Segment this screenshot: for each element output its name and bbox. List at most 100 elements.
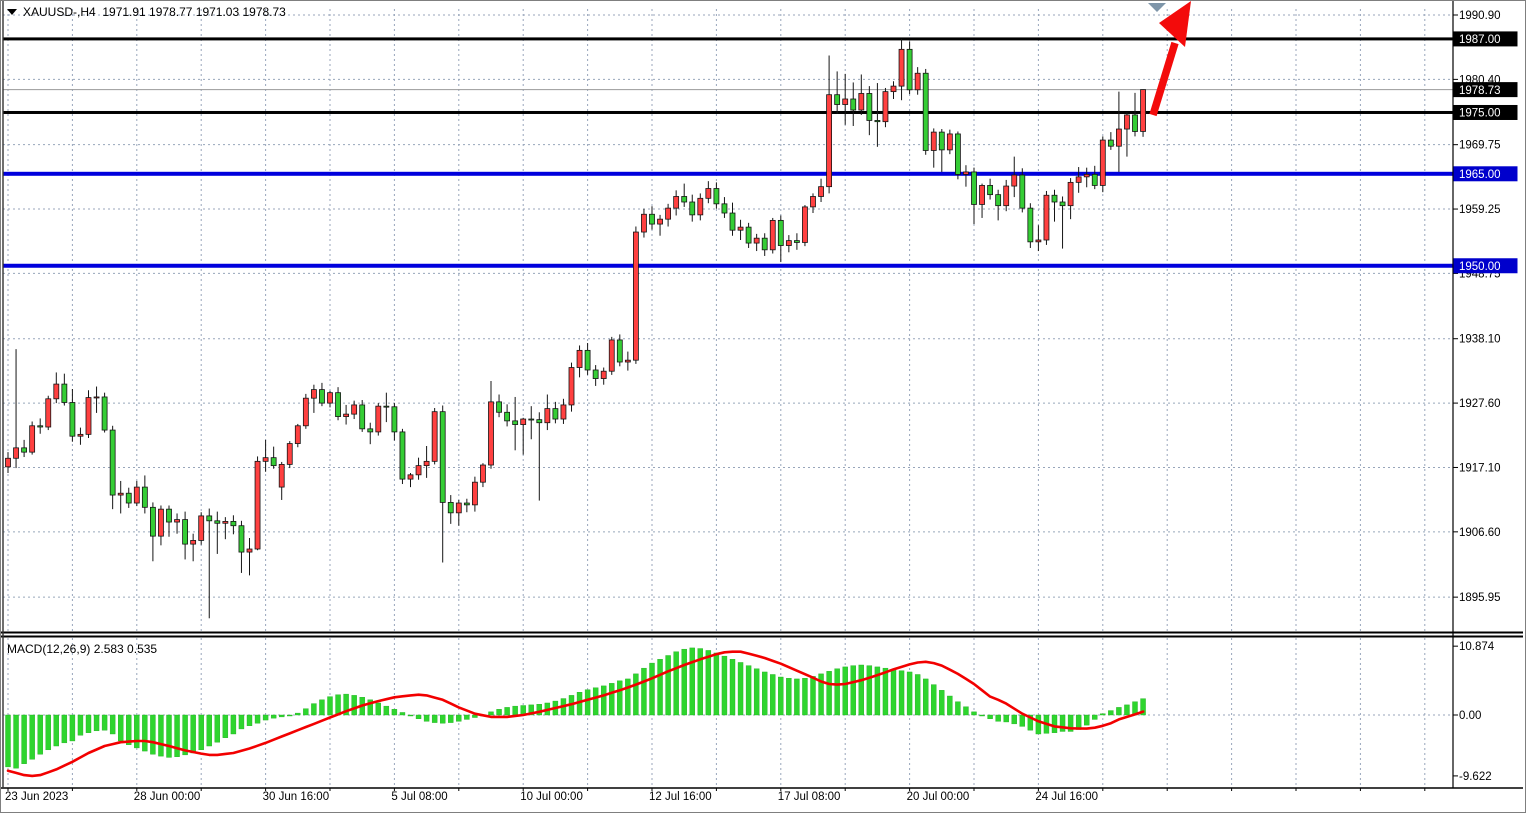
macd-bar (721, 655, 728, 716)
macd-bar (1011, 714, 1017, 725)
macd-bar (77, 714, 84, 736)
macd-bar (238, 714, 245, 730)
macd-bar (592, 687, 599, 716)
macd-bar (423, 714, 430, 722)
candle-bear (61, 383, 68, 403)
macd-bar (448, 714, 454, 723)
symbol-dropdown-icon[interactable] (7, 9, 17, 15)
macd-bar (1092, 714, 1098, 720)
candle-bear (995, 194, 1002, 207)
macd-tick-label: 10.874 (1459, 641, 1495, 653)
macd-bar (729, 659, 736, 716)
candle-bull (842, 98, 849, 105)
price-axis[interactable]: 1990.901980.401969.751959.251948.751938.… (1453, 10, 1501, 783)
candle-bear (938, 131, 945, 151)
candle-bull (29, 425, 36, 453)
price-label-text: 1950.00 (1459, 261, 1501, 273)
macd-bar (464, 714, 470, 720)
macd-bar (786, 678, 792, 716)
candle-bear (319, 389, 325, 404)
level-line-1965.00[interactable] (3, 171, 1453, 176)
macd-bar (440, 714, 446, 724)
macd-histogram (5, 647, 1146, 769)
macd-bar (37, 714, 43, 755)
macd-tick-label: -9.622 (1459, 771, 1492, 783)
macd-bar (134, 714, 140, 749)
macd-bar (351, 695, 357, 716)
macd-bar (955, 701, 961, 716)
candle-bull (600, 370, 607, 379)
candle-bear (206, 515, 213, 522)
macd-tick-label: 0.00 (1459, 710, 1481, 722)
macd-bar (472, 714, 478, 718)
macd-bar (190, 714, 196, 754)
candle-bull (1099, 139, 1106, 186)
candle-bear (141, 486, 148, 508)
candle-bull (753, 237, 760, 244)
macd-bar (1100, 713, 1106, 716)
top-triangle-marker[interactable] (1148, 3, 1166, 12)
macd-bar (142, 714, 148, 752)
candle-bull (117, 492, 124, 496)
candle-bear (439, 411, 446, 503)
grid-lines (3, 9, 1453, 787)
time-tick-label: 28 Jun 00:00 (134, 791, 201, 803)
candle-bull (254, 460, 261, 550)
candlestick-series[interactable] (5, 38, 1146, 619)
candle-bear (69, 402, 76, 437)
panel-separator-top[interactable] (1, 631, 1523, 634)
macd-bar (762, 671, 768, 716)
candle-bull (431, 411, 438, 462)
macd-bar (1083, 714, 1090, 726)
macd-bar (158, 714, 164, 757)
panel-separator-bottom[interactable] (1, 635, 1523, 638)
macd-bar (150, 714, 156, 755)
macd-bar (45, 714, 51, 751)
candle-bear (504, 411, 511, 422)
candle-bull (673, 196, 680, 209)
price-tick-label: 1990.90 (1459, 10, 1501, 22)
price-label-bg (1453, 258, 1518, 274)
candle-bear (447, 502, 454, 514)
time-tick-label: 24 Jul 16:00 (1035, 791, 1098, 803)
macd-bar (697, 648, 703, 716)
candle-bull (1116, 128, 1122, 147)
candle-bull (665, 207, 671, 220)
price-tick-label: 1959.25 (1459, 204, 1501, 216)
candle-bear (238, 525, 245, 553)
level-line-1987.00[interactable] (3, 37, 1453, 41)
macd-bar (617, 680, 623, 716)
price-tick-label: 1895.95 (1459, 592, 1501, 604)
macd-bar (456, 714, 462, 722)
price-label-box-1987.00: 1987.00 (1453, 31, 1518, 47)
macd-bar (5, 714, 11, 768)
price-label-bg (1453, 31, 1518, 47)
candle-bear (166, 508, 172, 523)
candle-bear (850, 98, 857, 111)
macd-bar (673, 651, 679, 716)
price-label-text: 1987.00 (1459, 34, 1501, 46)
candle-bear (149, 506, 156, 537)
level-line-1950.00[interactable] (3, 263, 1453, 268)
candle-bull (302, 397, 309, 427)
candle-bear (1107, 139, 1114, 147)
macd-bar (914, 674, 921, 716)
candle-bull (930, 131, 937, 151)
macd-bar (198, 714, 204, 751)
macd-bar (93, 714, 100, 732)
candle-bear (987, 185, 993, 196)
candle-bear (1027, 207, 1034, 243)
candle-bull (826, 94, 832, 188)
candle-bear (971, 171, 977, 205)
macd-bar (61, 714, 68, 744)
candle-bull (560, 404, 567, 420)
level-line-1975.00[interactable] (3, 110, 1453, 114)
candle-bull (77, 433, 84, 437)
trend-arrow[interactable] (1149, 1, 1191, 117)
macd-bar (327, 696, 333, 716)
time-axis[interactable]: 23 Jun 2023 28 Jun 00:00 30 Jun 16:00 5 Jul… (5, 788, 1426, 803)
macd-bar (898, 670, 905, 716)
candle-bear (584, 349, 591, 371)
candle-bull (657, 218, 663, 225)
